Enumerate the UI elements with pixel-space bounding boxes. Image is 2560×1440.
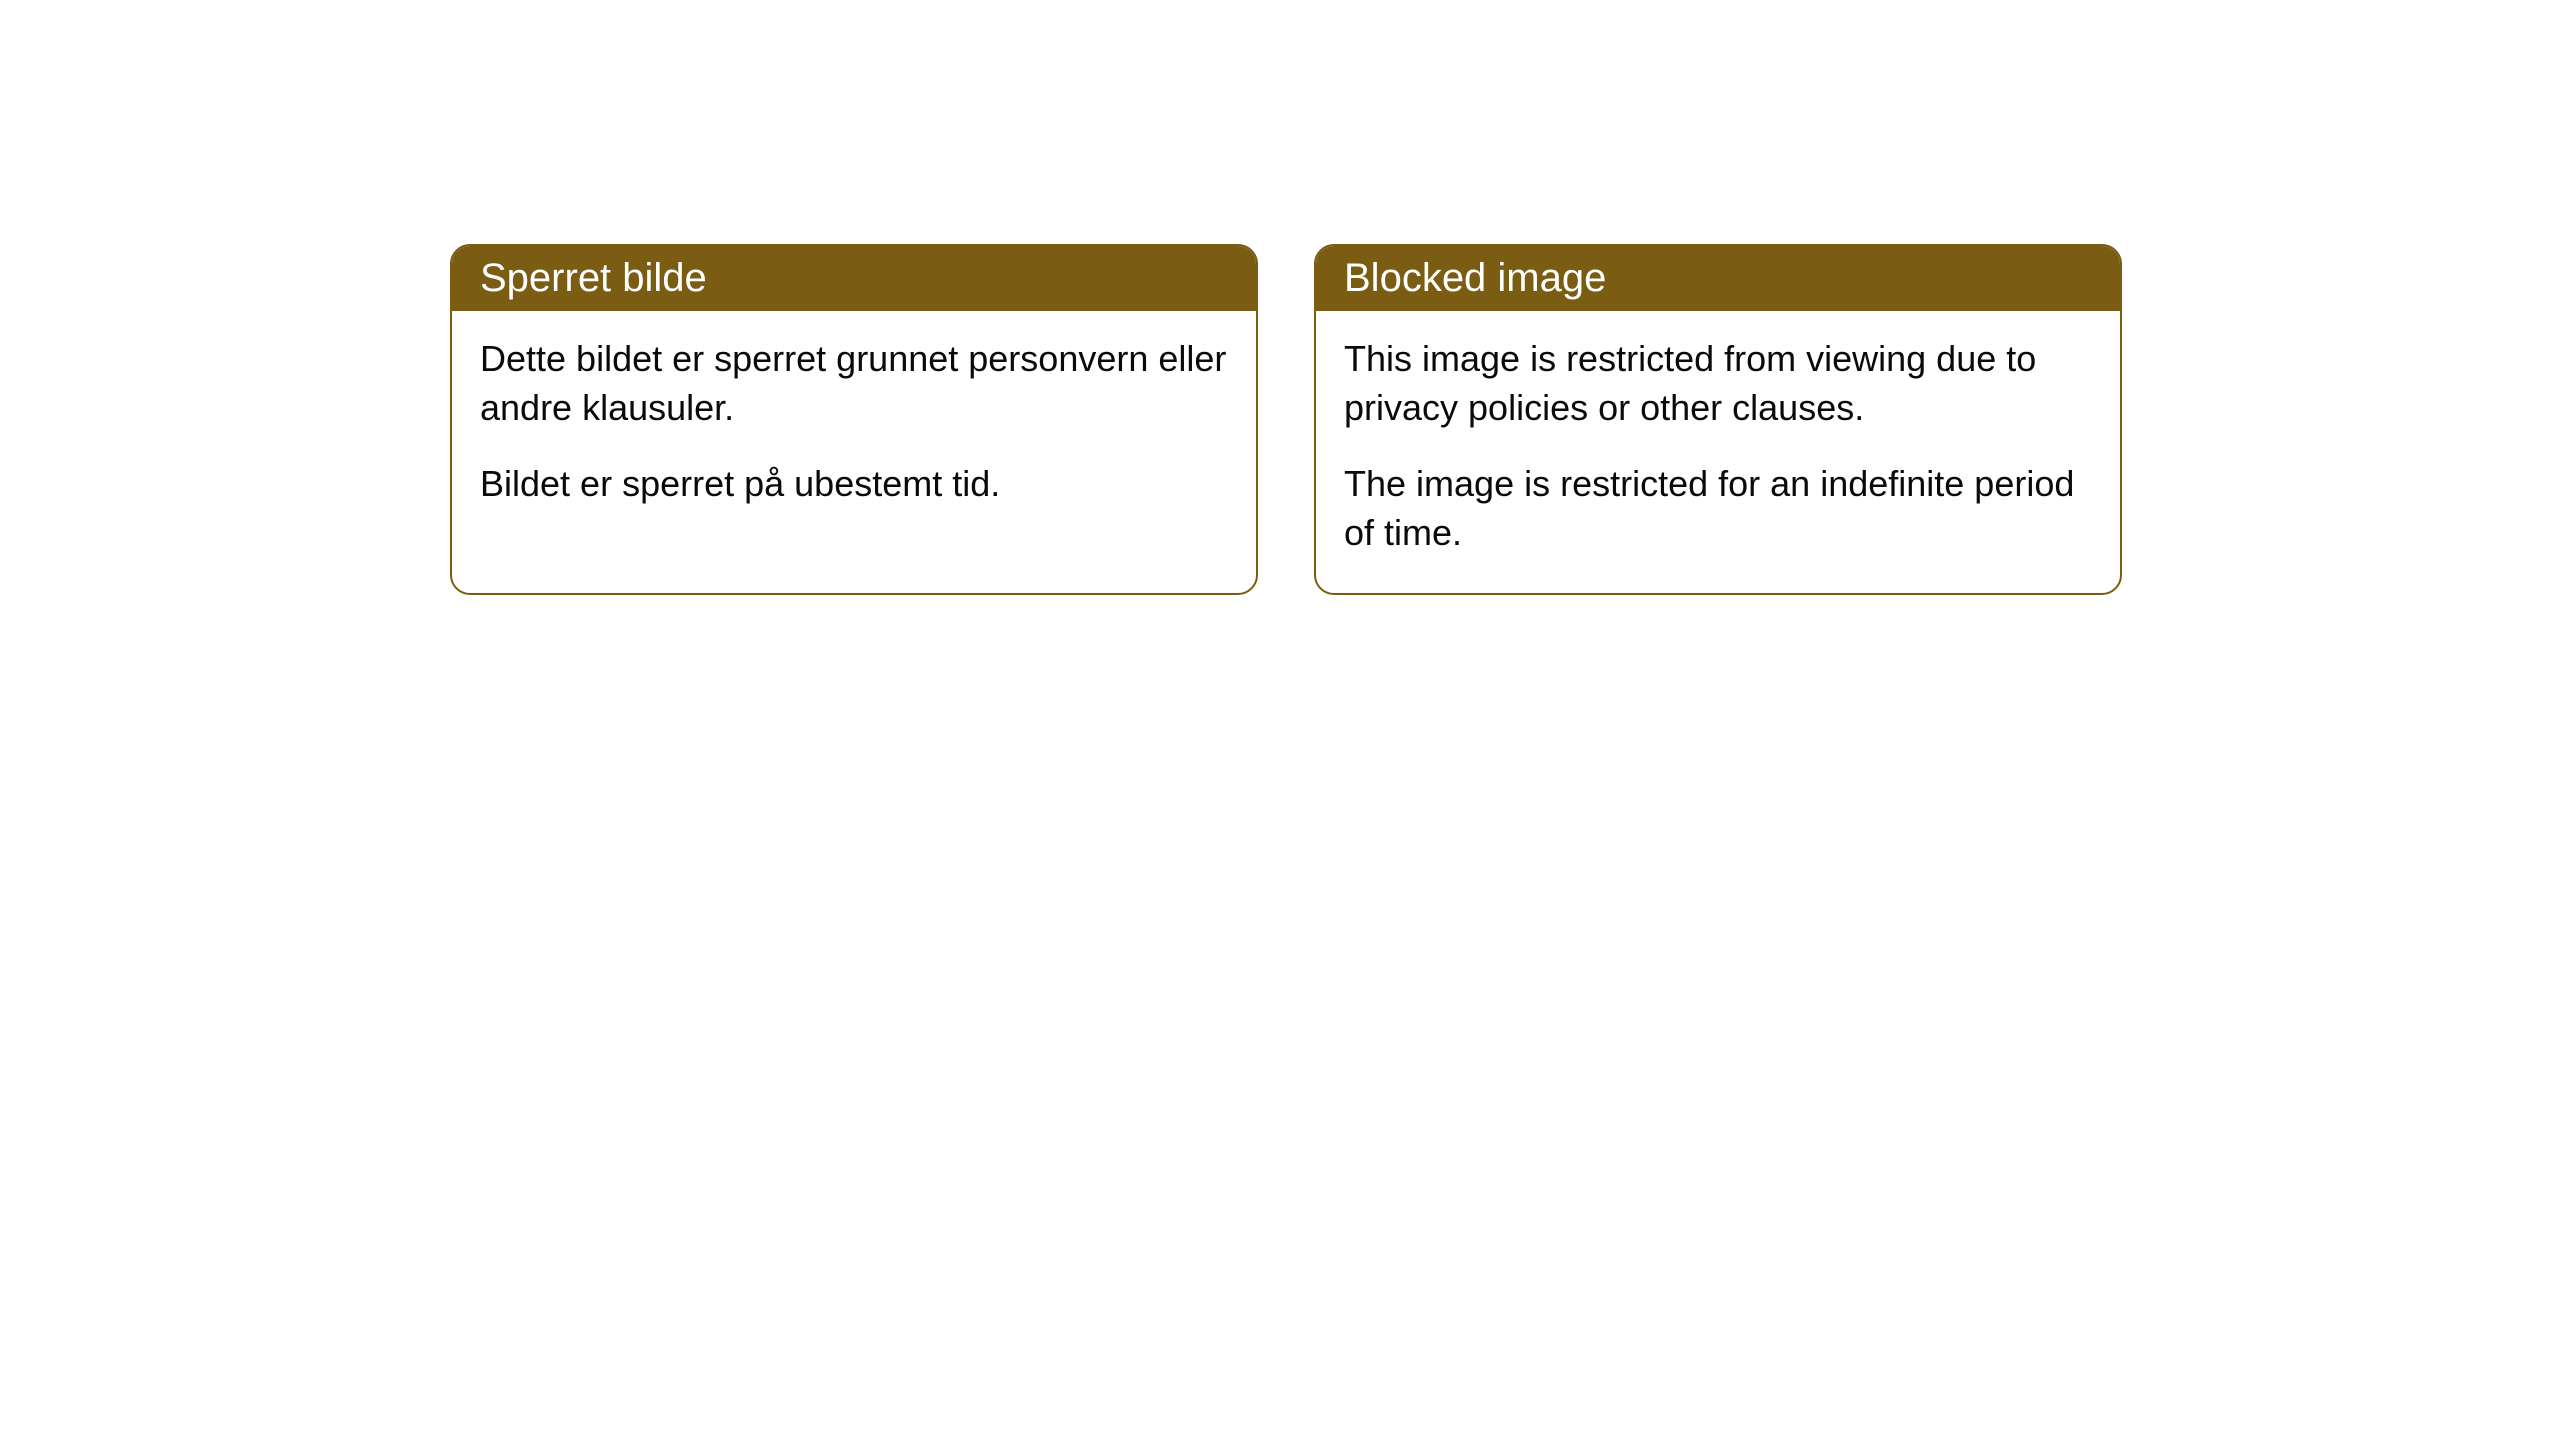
card-header: Sperret bilde [452,246,1256,311]
card-header: Blocked image [1316,246,2120,311]
cards-container: Sperret bilde Dette bildet er sperret gr… [0,0,2560,595]
blocked-image-card-english: Blocked image This image is restricted f… [1314,244,2122,595]
card-body: Dette bildet er sperret grunnet personve… [452,311,1256,545]
card-body: This image is restricted from viewing du… [1316,311,2120,593]
card-paragraph: The image is restricted for an indefinit… [1344,460,2092,557]
blocked-image-card-norwegian: Sperret bilde Dette bildet er sperret gr… [450,244,1258,595]
card-paragraph: This image is restricted from viewing du… [1344,335,2092,432]
card-title: Sperret bilde [480,256,707,300]
card-paragraph: Dette bildet er sperret grunnet personve… [480,335,1228,432]
card-title: Blocked image [1344,256,1606,300]
card-paragraph: Bildet er sperret på ubestemt tid. [480,460,1228,509]
